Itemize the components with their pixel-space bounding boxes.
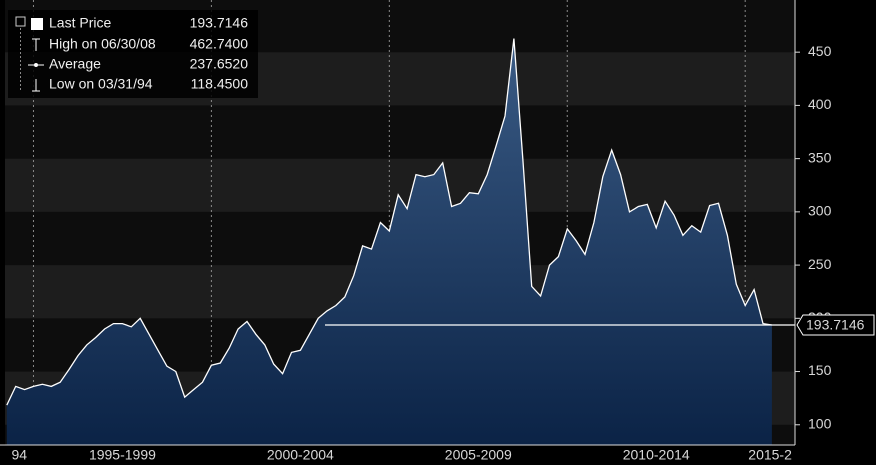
y-tick-label: 100	[808, 415, 832, 431]
x-tick-label: 2015-2	[748, 447, 792, 463]
legend-swatch	[31, 18, 43, 30]
legend-toggle	[15, 16, 26, 27]
last-price-label: 193.7146	[806, 317, 865, 333]
legend-value: 193.7146	[190, 15, 249, 31]
legend-value: 118.4500	[191, 76, 249, 92]
y-tick-label: 150	[808, 362, 832, 378]
x-tick-label: 2005-2009	[445, 447, 512, 463]
last-price-tag	[796, 314, 875, 336]
grid-band	[5, 105, 795, 159]
x-tick-label: 2000-2004	[267, 447, 334, 463]
price-line	[6, 38, 773, 406]
y-tick-label: 250	[808, 256, 832, 272]
legend-value: 237.6520	[190, 56, 249, 72]
legend-icon	[34, 63, 38, 67]
y-tick-label: 400	[808, 96, 832, 112]
y-tick-label: 350	[808, 149, 832, 165]
legend-label: Low on 03/31/94	[49, 76, 153, 92]
legend-label: Average	[49, 56, 101, 72]
legend-box	[8, 10, 258, 98]
x-tick-label: 1995-1999	[89, 447, 156, 463]
legend-label: Last Price	[49, 15, 111, 31]
y-tick-label: 450	[808, 43, 832, 59]
y-tick-label: 300	[808, 203, 832, 219]
x-tick-label: 94	[11, 447, 27, 463]
legend-label: High on 06/30/08	[49, 36, 156, 52]
x-tick-label: 2010-2014	[623, 447, 690, 463]
legend-value: 462.7400	[190, 36, 249, 52]
area-fill	[6, 38, 772, 445]
